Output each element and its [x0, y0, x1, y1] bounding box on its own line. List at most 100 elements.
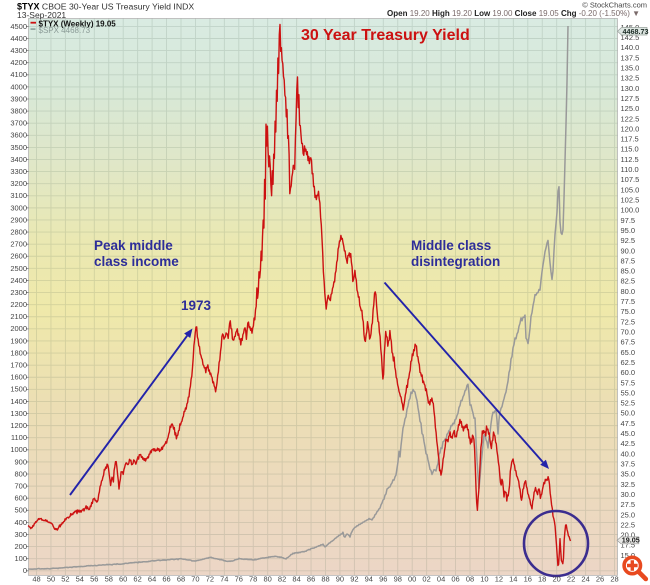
svg-text:19.05: 19.05 [622, 536, 640, 545]
svg-text:3100: 3100 [10, 191, 27, 200]
svg-text:62: 62 [133, 575, 141, 584]
svg-text:78: 78 [249, 575, 257, 584]
svg-text:45.0: 45.0 [621, 429, 636, 438]
svg-text:2700: 2700 [10, 240, 27, 249]
svg-text:127.5: 127.5 [621, 94, 640, 103]
svg-text:$TYX (Weekly) 19.05: $TYX (Weekly) 19.05 [39, 20, 117, 29]
svg-text:class income: class income [94, 254, 179, 269]
svg-text:1000: 1000 [10, 445, 27, 454]
svg-text:700: 700 [14, 482, 27, 491]
svg-text:12: 12 [495, 575, 503, 584]
svg-text:66: 66 [162, 575, 170, 584]
svg-text:25.0: 25.0 [621, 510, 636, 519]
svg-text:105.0: 105.0 [621, 185, 640, 194]
svg-text:80.0: 80.0 [621, 287, 636, 296]
svg-text:3300: 3300 [10, 167, 27, 176]
svg-text:92.5: 92.5 [621, 236, 636, 245]
svg-text:4300: 4300 [10, 46, 27, 55]
svg-text:95.0: 95.0 [621, 226, 636, 235]
svg-text:37.5: 37.5 [621, 460, 636, 469]
svg-text:62.5: 62.5 [621, 358, 636, 367]
svg-text:115.0: 115.0 [621, 145, 639, 154]
svg-text:135.0: 135.0 [621, 64, 640, 73]
svg-text:1300: 1300 [10, 409, 27, 418]
svg-text:4500: 4500 [10, 22, 27, 31]
svg-text:Middle class: Middle class [411, 238, 491, 253]
svg-text:2000: 2000 [10, 324, 27, 333]
svg-text:55.0: 55.0 [621, 388, 636, 397]
svg-text:2600: 2600 [10, 252, 27, 261]
svg-text:65.0: 65.0 [621, 348, 636, 357]
svg-text:42.5: 42.5 [621, 439, 636, 448]
svg-text:80: 80 [264, 575, 272, 584]
svg-text:3000: 3000 [10, 203, 27, 212]
svg-text:1600: 1600 [10, 373, 27, 382]
svg-text:52.5: 52.5 [621, 399, 636, 408]
svg-text:2500: 2500 [10, 264, 27, 273]
svg-text:40.0: 40.0 [621, 449, 636, 458]
svg-text:2100: 2100 [10, 312, 27, 321]
svg-text:120.0: 120.0 [621, 124, 640, 133]
svg-text:107.5: 107.5 [621, 175, 640, 184]
svg-text:27.5: 27.5 [621, 500, 636, 509]
svg-text:$SPX 4468.73: $SPX 4468.73 [39, 26, 91, 35]
svg-text:17.5: 17.5 [621, 541, 636, 550]
svg-text:16: 16 [524, 575, 532, 584]
svg-text:97.5: 97.5 [621, 216, 636, 225]
svg-text:3700: 3700 [10, 119, 27, 128]
svg-text:100: 100 [14, 554, 27, 563]
svg-text:2200: 2200 [10, 300, 27, 309]
svg-text:67.5: 67.5 [621, 338, 636, 347]
svg-text:76: 76 [235, 575, 243, 584]
svg-text:70: 70 [191, 575, 199, 584]
svg-text:4100: 4100 [10, 70, 27, 79]
svg-text:1973: 1973 [181, 298, 212, 313]
svg-text:800: 800 [14, 469, 27, 478]
svg-text:32.5: 32.5 [621, 480, 636, 489]
svg-text:900: 900 [14, 457, 27, 466]
svg-text:1200: 1200 [10, 421, 27, 430]
svg-text:50: 50 [47, 575, 55, 584]
svg-text:60.0: 60.0 [621, 368, 636, 377]
svg-text:14: 14 [509, 575, 517, 584]
svg-text:3600: 3600 [10, 131, 27, 140]
svg-text:2400: 2400 [10, 276, 27, 285]
svg-text:300: 300 [14, 530, 27, 539]
svg-text:112.5: 112.5 [621, 155, 639, 164]
svg-text:24: 24 [581, 575, 589, 584]
svg-text:$TYX CBOE 30-Year US Treasury: $TYX CBOE 30-Year US Treasury Yield INDX [17, 2, 194, 12]
svg-text:52: 52 [61, 575, 69, 584]
svg-text:94: 94 [365, 575, 373, 584]
svg-text:4000: 4000 [10, 82, 27, 91]
svg-text:60: 60 [119, 575, 127, 584]
svg-text:3900: 3900 [10, 94, 27, 103]
svg-text:4468.73: 4468.73 [623, 27, 649, 36]
svg-text:92: 92 [350, 575, 358, 584]
svg-text:82: 82 [278, 575, 286, 584]
svg-text:90: 90 [336, 575, 344, 584]
svg-text:57.5: 57.5 [621, 378, 636, 387]
svg-text:110.0: 110.0 [621, 165, 639, 174]
svg-text:140.0: 140.0 [621, 43, 640, 52]
svg-text:15.0: 15.0 [621, 551, 636, 560]
svg-text:1500: 1500 [10, 385, 27, 394]
svg-text:0: 0 [23, 566, 27, 575]
svg-text:1400: 1400 [10, 397, 27, 406]
svg-text:1100: 1100 [11, 433, 27, 442]
svg-text:00: 00 [408, 575, 416, 584]
svg-text:28: 28 [610, 575, 618, 584]
svg-text:130.0: 130.0 [621, 84, 640, 93]
svg-text:86: 86 [307, 575, 315, 584]
svg-text:Peak middle: Peak middle [94, 238, 173, 253]
svg-text:disintegration: disintegration [411, 254, 500, 269]
svg-text:10: 10 [480, 575, 488, 584]
svg-text:122.5: 122.5 [621, 114, 640, 123]
svg-text:26: 26 [596, 575, 604, 584]
svg-text:85.0: 85.0 [621, 267, 636, 276]
svg-text:54: 54 [76, 575, 84, 584]
svg-text:22: 22 [567, 575, 575, 584]
svg-text:117.5: 117.5 [621, 135, 639, 144]
svg-text:04: 04 [437, 575, 445, 584]
svg-text:96: 96 [379, 575, 387, 584]
svg-text:3500: 3500 [10, 143, 27, 152]
